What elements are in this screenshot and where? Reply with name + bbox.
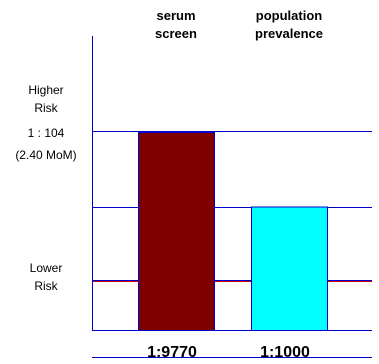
population-prevalence-header-line-1: population (256, 8, 322, 23)
lower-risk-label-line-2: Risk (34, 279, 58, 293)
population-prevalence-header-line-2: prevalence (255, 26, 323, 41)
axis (92, 36, 372, 331)
bars (138, 132, 328, 331)
higher-risk-label-line-2: Risk (34, 101, 58, 115)
lower-risk-label-line-1: Lower (30, 261, 63, 275)
labels: serum screen population prevalence Higher Ris… (15, 8, 323, 361)
higher-risk-label-line-1: Higher (28, 83, 63, 97)
ratio-label-population-prevalence: 1:1000 (260, 344, 310, 361)
ratio-label-serum-screen: 1:9770 (147, 344, 197, 361)
serum-screen-header-line-1: serum (156, 8, 195, 23)
cutoff-risk-label: 1 : 104 (28, 126, 65, 140)
bar-population-prevalence (251, 206, 328, 331)
serum-screen-header-line-2: screen (155, 26, 197, 41)
bar-serum-screen (138, 132, 215, 331)
grid-lines (92, 131, 372, 358)
cutoff-mom-label: (2.40 MoM) (15, 148, 76, 162)
